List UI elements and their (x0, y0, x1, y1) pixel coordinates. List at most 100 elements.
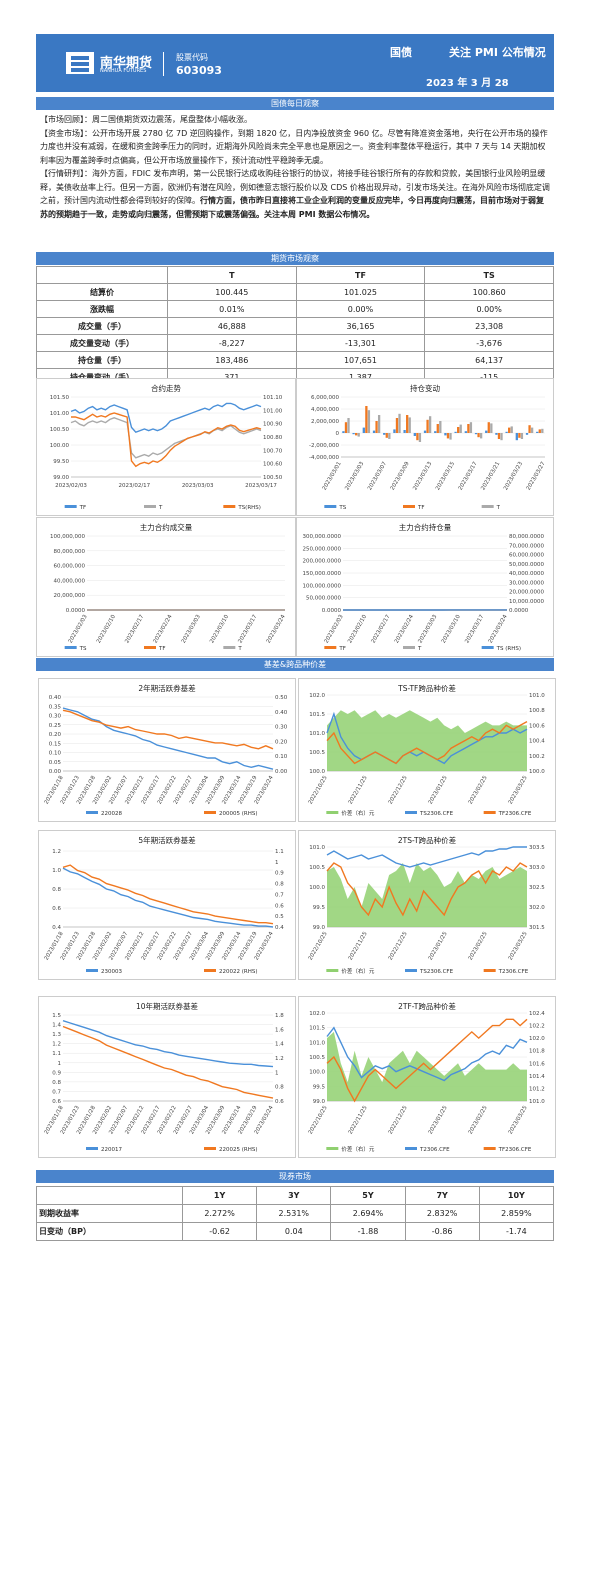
y2-tick-label: 102.0 (529, 1036, 545, 1042)
bar (367, 410, 371, 433)
legend-label: 价差（右）元 (341, 809, 375, 817)
outlook-text: 【行情研判】：海外方面，FDIC 发布声明，第一公民银行达成收购硅谷银行的协议，… (40, 169, 550, 205)
y2-tick-label: 60,000.0000 (509, 553, 544, 559)
table-cell: 0.00% (424, 300, 554, 318)
bar (444, 433, 447, 436)
y-tick-label: 102.0 (309, 693, 325, 699)
bar (434, 431, 437, 433)
x-tick-label: 2023/03/07 (367, 461, 388, 492)
brand-english: NANHUA FUTURES (100, 68, 147, 74)
table-row: 到期收益率 2.272% 2.531% 2.694% 2.832% 2.859% (36, 1204, 555, 1223)
y2-tick-label: 102.2 (529, 1024, 545, 1030)
y2-tick-label: 100.0 (529, 769, 545, 775)
legend-label: 200005 (RHS) (219, 811, 257, 817)
legend-swatch (326, 1147, 339, 1150)
legend-label: TS2306.CFE (419, 811, 454, 817)
column-header: 1Y (181, 1186, 258, 1205)
x-tick-label: 2023/02/17 (124, 614, 145, 645)
chart-contract-trend-svg: 合约走势 101.50 101.00 100.50 100.00 99.50 99.00 10… (50, 383, 283, 511)
x-tick-label: 2023/02/03 (68, 614, 89, 645)
table-row: 持仓量（手） 183,486 107,651 64,137 (36, 351, 554, 369)
y-tick-label: 100.5 (309, 865, 325, 871)
bar (459, 424, 462, 433)
y-tick-label: 0.40 (49, 695, 62, 701)
row-label: 结算价 (36, 283, 168, 301)
y2-tick-label: 1.2 (275, 1056, 284, 1062)
y-tick-label: 0.30 (49, 714, 62, 720)
column-header: 7Y (404, 1186, 480, 1205)
bar (355, 433, 358, 436)
x-tick-label: 2023/02/03 (55, 483, 87, 489)
y-tick-label: 1 (58, 1061, 62, 1067)
y-tick-label: 0.8 (52, 887, 61, 893)
bar (426, 419, 429, 433)
y-tick-label: -2,000,000 (309, 443, 339, 449)
row-label: 成交量（手） (36, 317, 168, 335)
table-header-row: 1Y 3Y 5Y 7Y 10Y (36, 1186, 555, 1205)
chart-2y-basis: 2年期活跃券基差 0.40 0.35 0.30 0.25 0.20 0.15 0.10 0.05… (38, 678, 296, 822)
y-tick-label: 1.1 (52, 1051, 61, 1057)
table-cell: 100.445 (167, 283, 297, 301)
table-row: 成交量（手） 46,888 36,165 23,308 (36, 317, 554, 335)
y-tick-label: 100.50 (50, 427, 70, 433)
bar (541, 428, 544, 433)
row-label: 日变动（BP） (36, 1222, 183, 1241)
y2-tick-label: 80,000.0000 (509, 534, 544, 540)
table-cell: 2.694% (330, 1204, 406, 1223)
x-tick-label: 2022/10/25 (308, 931, 329, 962)
y-tick-label: 1.2 (52, 1042, 61, 1048)
table-cell: 183,486 (167, 351, 297, 369)
chart-10y-basis: 10年期活跃券基差 1.5 1.4 1.3 1.2 1.1 1 0.9 0.8 0.7 0.6 1.8… (38, 996, 296, 1158)
x-tick-label: 2023/02/25 (468, 775, 489, 806)
legend-swatch (481, 505, 494, 508)
legend-swatch (405, 811, 417, 814)
legend-swatch (405, 1147, 417, 1150)
y-tick-label: 80,000,000 (54, 549, 86, 555)
y2-tick-label: 0.8 (275, 882, 284, 888)
bar (347, 418, 350, 433)
table-row: 日变动（BP） -0.62 0.04 -1.88 -0.86 -1.74 (36, 1222, 555, 1241)
bar (446, 433, 450, 439)
bar (479, 433, 483, 439)
table-cell: -0.62 (181, 1222, 258, 1241)
series-line (62, 707, 274, 770)
y-tick-label: 0.7 (52, 1089, 61, 1095)
table-cell: 64,137 (424, 351, 554, 369)
x-tick-label: 2023/02/25 (468, 1105, 489, 1136)
x-tick-label: 2023/03/09 (390, 461, 411, 492)
legend-swatch (144, 505, 156, 508)
y2-tick-label: 0.0000 (509, 608, 529, 614)
table-cell: -3,676 (424, 334, 554, 352)
y2-tick-label: 20,000.0000 (509, 590, 544, 596)
daily-observation: 【市场回顾】：周二国债期货双边震荡，尾盘整体小幅收涨。 【资金市场】：公开市场开… (40, 113, 550, 221)
bar (510, 426, 513, 433)
section-futures-title: 期货市场观察 (36, 252, 554, 265)
section-spread-title: 基差&跨品种价差 (36, 658, 554, 671)
legend-label: 220028 (101, 811, 122, 817)
market-review-paragraph: 【市场回顾】：周二国债期货双边震荡，尾盘整体小幅收涨。 (40, 115, 252, 124)
y-tick-label: 60,000,000 (54, 564, 86, 570)
bar (495, 433, 498, 435)
y-tick-label: 300,000.0000 (303, 534, 342, 540)
legend-label: TF2306.CFE (498, 1147, 532, 1153)
chart-2tf-t-spread-svg: 2TF-T跨品种价差 102.0 101.5 101.0 100.5 100.0 99.5 9… (308, 1001, 546, 1153)
y-tick-label: 0.20 (49, 732, 62, 738)
y2-tick-label: 100.80 (263, 435, 283, 441)
y2-tick-label: 303.0 (529, 865, 545, 871)
x-tick-label: 2023/03/17 (245, 483, 277, 489)
y-tick-label: 0.8 (52, 1080, 61, 1086)
x-tick-label: 2023/03/13 (412, 461, 433, 492)
y2-tick-label: 101.10 (263, 395, 283, 401)
legend-swatch (324, 505, 337, 508)
bar (383, 433, 386, 435)
y-tick-label: 0.25 (49, 723, 62, 729)
bar (485, 430, 488, 433)
bar (408, 417, 411, 433)
x-tick-label: 2023/03/10 (209, 614, 230, 645)
chart-title: 合约走势 (151, 383, 181, 393)
y2-tick-label: 40,000.0000 (509, 571, 544, 577)
x-tick-label: 2022/11/25 (348, 1105, 369, 1136)
table-cell: 101.025 (295, 283, 426, 301)
legend-label: T (417, 646, 422, 652)
column-header: TF (295, 266, 426, 284)
